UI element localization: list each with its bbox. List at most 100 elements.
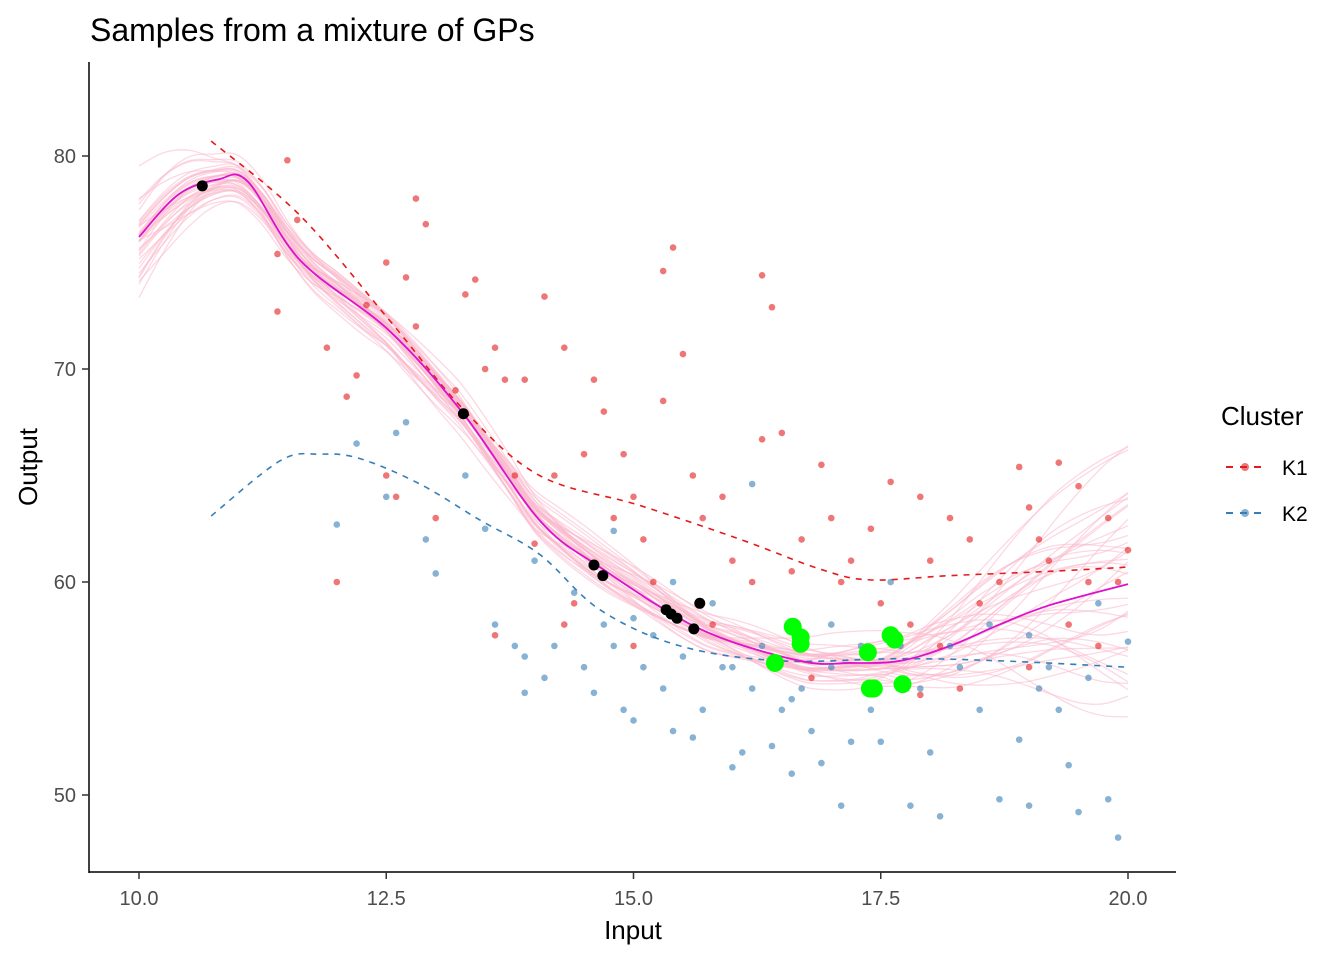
k1-point [1075,482,1082,490]
k1-point [392,493,400,501]
highlight-point-green [885,630,904,649]
highlight-point-green [791,634,810,653]
k1-point [798,536,805,543]
posterior-sample-line [138,167,1129,662]
k2-point [828,621,835,628]
k1-point [501,376,509,383]
k2-point [353,440,360,447]
k1-point [659,397,667,405]
k2-point [1045,663,1053,671]
k1-point [471,276,479,283]
k1-point [887,478,894,486]
k1-point [1035,536,1043,543]
k1-point [600,408,608,415]
k2-point [620,706,627,714]
highlight-point-green [893,675,912,694]
k2-point [778,706,786,714]
k1-point [274,308,281,315]
k2-point [531,557,538,564]
k1-point [1095,642,1102,650]
k1-point [1104,514,1112,522]
k1-point [293,216,301,224]
k1-point [412,323,420,330]
k1-point [284,156,291,164]
posterior-sample-line [138,174,1129,666]
k1-point [669,244,677,251]
posterior-sample-line [138,194,1129,685]
y-axis-label: Output [13,427,43,506]
legend-title: Cluster [1221,401,1304,431]
posterior-sample-line [138,200,1129,688]
k1-mean-line [210,140,1129,581]
highlight-point-black [588,559,600,571]
k1-point [432,514,440,522]
mean-lines [138,140,1129,668]
k2-point [788,695,796,703]
posterior-sample-line [138,152,1129,691]
k2-point [1065,761,1072,769]
k1-point [491,344,499,352]
k1-point [946,514,954,522]
k2-point [847,738,855,746]
k1-point [521,376,529,383]
k2-point [630,614,637,622]
k1-point [630,493,637,501]
k2-point [491,621,499,628]
k1-point [481,365,489,373]
k2-point [907,802,914,809]
k1-point [818,461,825,469]
k2-point [936,813,944,820]
x-tick-label: 10.0 [120,888,159,910]
k2-point [788,770,796,777]
k2-point [679,653,687,660]
highlight-point-green [864,679,883,698]
k1-point [996,578,1003,586]
k1-point [363,301,370,309]
legend: Cluster K1 K2 [1221,401,1308,526]
k2-point [926,749,934,756]
k2-point [600,621,608,628]
k2-point [729,663,736,671]
k2-point [1124,638,1132,645]
k1-point [976,600,983,607]
highlight-point-black [196,180,208,192]
k1-point [570,600,578,607]
k1-point [966,536,974,543]
k2-point [432,570,440,577]
k1-point [659,267,667,275]
y-tick-label: 70 [54,359,76,381]
k1-point [452,387,459,394]
k1-point [353,372,360,379]
legend-key-k2 [1226,509,1264,517]
k2-point [729,764,736,771]
k1-point [808,674,815,682]
k1-point [936,642,944,650]
k1-point [343,393,350,400]
x-axis-label: Input [604,915,663,945]
k2-point [946,642,954,650]
x-tick-label: 15.0 [614,888,653,910]
k2-point [590,689,598,697]
k1-point [926,557,934,564]
k2-point [422,536,430,543]
x-tick-label: 12.5 [367,888,406,910]
highlight-point-green [858,643,877,662]
posterior-mean-line [138,173,1129,665]
k2-point [402,418,410,426]
k1-point [590,376,598,383]
k2-point [669,727,677,735]
k2-point [521,689,529,697]
k1-point [917,493,924,501]
k1-point [323,344,331,352]
k1-point [778,429,786,437]
k1-point [758,435,766,443]
k2-point [917,685,924,692]
k1-point [1085,578,1092,586]
k2-point [689,734,697,741]
k2-point [610,642,618,650]
k1-point [1124,546,1132,554]
k1-point [758,271,766,279]
k1-point [422,220,430,228]
k1-point [1065,621,1072,628]
